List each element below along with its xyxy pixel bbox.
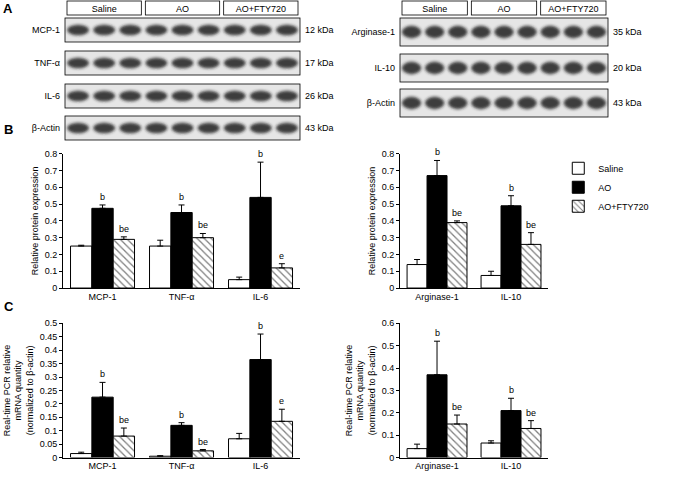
svg-text:0.6: 0.6 bbox=[382, 318, 395, 328]
svg-text:IL-6: IL-6 bbox=[253, 292, 269, 302]
svg-text:0.7: 0.7 bbox=[45, 166, 58, 176]
svg-text:IL-10: IL-10 bbox=[374, 63, 395, 73]
svg-text:b: b bbox=[100, 369, 105, 379]
svg-text:TNF-α: TNF-α bbox=[169, 461, 195, 471]
svg-text:0.3: 0.3 bbox=[382, 233, 395, 243]
svg-text:43 kDa: 43 kDa bbox=[305, 123, 334, 133]
svg-text:be: be bbox=[452, 208, 462, 218]
svg-text:be: be bbox=[198, 437, 208, 447]
svg-text:AO+FTY720: AO+FTY720 bbox=[236, 4, 286, 14]
svg-text:MCP-1: MCP-1 bbox=[89, 292, 117, 302]
svg-text:0.1: 0.1 bbox=[45, 426, 58, 436]
svg-text:0.2: 0.2 bbox=[45, 250, 58, 260]
svg-text:0.3: 0.3 bbox=[45, 372, 58, 382]
svg-text:TNF-α: TNF-α bbox=[169, 292, 195, 302]
svg-text:Saline: Saline bbox=[598, 164, 623, 174]
svg-text:be: be bbox=[119, 224, 129, 234]
svg-text:0.7: 0.7 bbox=[382, 166, 395, 176]
svg-text:IL-6: IL-6 bbox=[44, 91, 60, 101]
svg-text:C: C bbox=[4, 299, 14, 314]
svg-text:Saline: Saline bbox=[92, 4, 117, 14]
svg-text:0.8: 0.8 bbox=[45, 149, 58, 159]
svg-text:Arginase-1: Arginase-1 bbox=[415, 461, 459, 471]
svg-text:0.5: 0.5 bbox=[45, 318, 58, 328]
svg-text:0.4: 0.4 bbox=[382, 216, 395, 226]
svg-text:AO: AO bbox=[598, 183, 611, 193]
svg-text:43 kDa: 43 kDa bbox=[613, 98, 642, 108]
svg-text:b: b bbox=[435, 328, 440, 338]
svg-text:β-Actin: β-Actin bbox=[367, 98, 395, 108]
svg-text:0: 0 bbox=[52, 283, 57, 293]
svg-text:β-Actin: β-Actin bbox=[32, 123, 60, 133]
svg-text:b: b bbox=[179, 410, 184, 420]
svg-text:0.15: 0.15 bbox=[40, 412, 58, 422]
svg-text:0: 0 bbox=[389, 453, 394, 463]
svg-text:0.5: 0.5 bbox=[382, 341, 395, 351]
svg-text:0.2: 0.2 bbox=[382, 250, 395, 260]
svg-text:AO: AO bbox=[176, 4, 189, 14]
svg-text:0.2: 0.2 bbox=[382, 408, 395, 418]
svg-text:B: B bbox=[4, 122, 13, 137]
svg-text:0.45: 0.45 bbox=[40, 332, 58, 342]
svg-text:Real-time PCR relativemRNA qua: Real-time PCR relativemRNA quantity(norm… bbox=[2, 345, 35, 437]
svg-text:0.6: 0.6 bbox=[382, 182, 395, 192]
svg-text:IL-10: IL-10 bbox=[501, 292, 522, 302]
svg-text:Relative protein expression: Relative protein expression bbox=[30, 167, 40, 276]
svg-text:b: b bbox=[509, 385, 514, 395]
svg-text:Arginase-1: Arginase-1 bbox=[415, 292, 459, 302]
svg-text:20 kDa: 20 kDa bbox=[613, 63, 642, 73]
svg-text:Real-time PCR relativemRNA qua: Real-time PCR relativemRNA quantity(norm… bbox=[344, 345, 377, 437]
svg-text:b: b bbox=[100, 192, 105, 202]
svg-text:b: b bbox=[258, 149, 263, 159]
svg-text:0.35: 0.35 bbox=[40, 359, 58, 369]
svg-text:35 kDa: 35 kDa bbox=[613, 27, 642, 37]
svg-text:MCP-1: MCP-1 bbox=[32, 25, 60, 35]
svg-text:0.1: 0.1 bbox=[45, 266, 58, 276]
svg-text:Arginase-1: Arginase-1 bbox=[351, 27, 395, 37]
svg-text:AO: AO bbox=[497, 4, 510, 14]
svg-text:b: b bbox=[258, 321, 263, 331]
svg-text:26 kDa: 26 kDa bbox=[305, 91, 334, 101]
svg-text:0.5: 0.5 bbox=[45, 199, 58, 209]
svg-text:0.4: 0.4 bbox=[382, 363, 395, 373]
svg-text:0: 0 bbox=[389, 283, 394, 293]
svg-text:be: be bbox=[198, 220, 208, 230]
svg-text:0.25: 0.25 bbox=[40, 386, 58, 396]
svg-text:0: 0 bbox=[52, 453, 57, 463]
svg-text:0.2: 0.2 bbox=[45, 399, 58, 409]
svg-text:0.5: 0.5 bbox=[382, 199, 395, 209]
svg-text:be: be bbox=[526, 220, 536, 230]
svg-text:b: b bbox=[509, 183, 514, 193]
svg-text:be: be bbox=[119, 415, 129, 425]
svg-text:TNF-α: TNF-α bbox=[34, 58, 60, 68]
svg-text:0.05: 0.05 bbox=[40, 439, 58, 449]
svg-text:be: be bbox=[526, 408, 536, 418]
svg-text:0.4: 0.4 bbox=[45, 345, 58, 355]
svg-text:0.3: 0.3 bbox=[45, 233, 58, 243]
svg-text:IL-6: IL-6 bbox=[253, 461, 269, 471]
svg-text:b: b bbox=[435, 147, 440, 157]
svg-text:0.1: 0.1 bbox=[382, 266, 395, 276]
svg-text:b: b bbox=[179, 192, 184, 202]
svg-text:AO+FTY720: AO+FTY720 bbox=[548, 4, 598, 14]
svg-text:be: be bbox=[452, 402, 462, 412]
svg-text:IL-10: IL-10 bbox=[501, 461, 522, 471]
svg-text:0.3: 0.3 bbox=[382, 386, 395, 396]
svg-text:0.1: 0.1 bbox=[382, 430, 395, 440]
svg-text:0.6: 0.6 bbox=[45, 182, 58, 192]
svg-text:17 kDa: 17 kDa bbox=[305, 58, 334, 68]
svg-text:AO+FTY720: AO+FTY720 bbox=[598, 202, 648, 212]
svg-text:Saline: Saline bbox=[422, 4, 447, 14]
svg-text:e: e bbox=[279, 251, 284, 261]
svg-text:Relative protein expression: Relative protein expression bbox=[367, 167, 377, 276]
svg-text:0.8: 0.8 bbox=[382, 149, 395, 159]
svg-text:MCP-1: MCP-1 bbox=[89, 461, 117, 471]
svg-text:0.4: 0.4 bbox=[45, 216, 58, 226]
svg-text:e: e bbox=[279, 396, 284, 406]
svg-text:12 kDa: 12 kDa bbox=[305, 25, 334, 35]
svg-text:A: A bbox=[3, 1, 13, 16]
